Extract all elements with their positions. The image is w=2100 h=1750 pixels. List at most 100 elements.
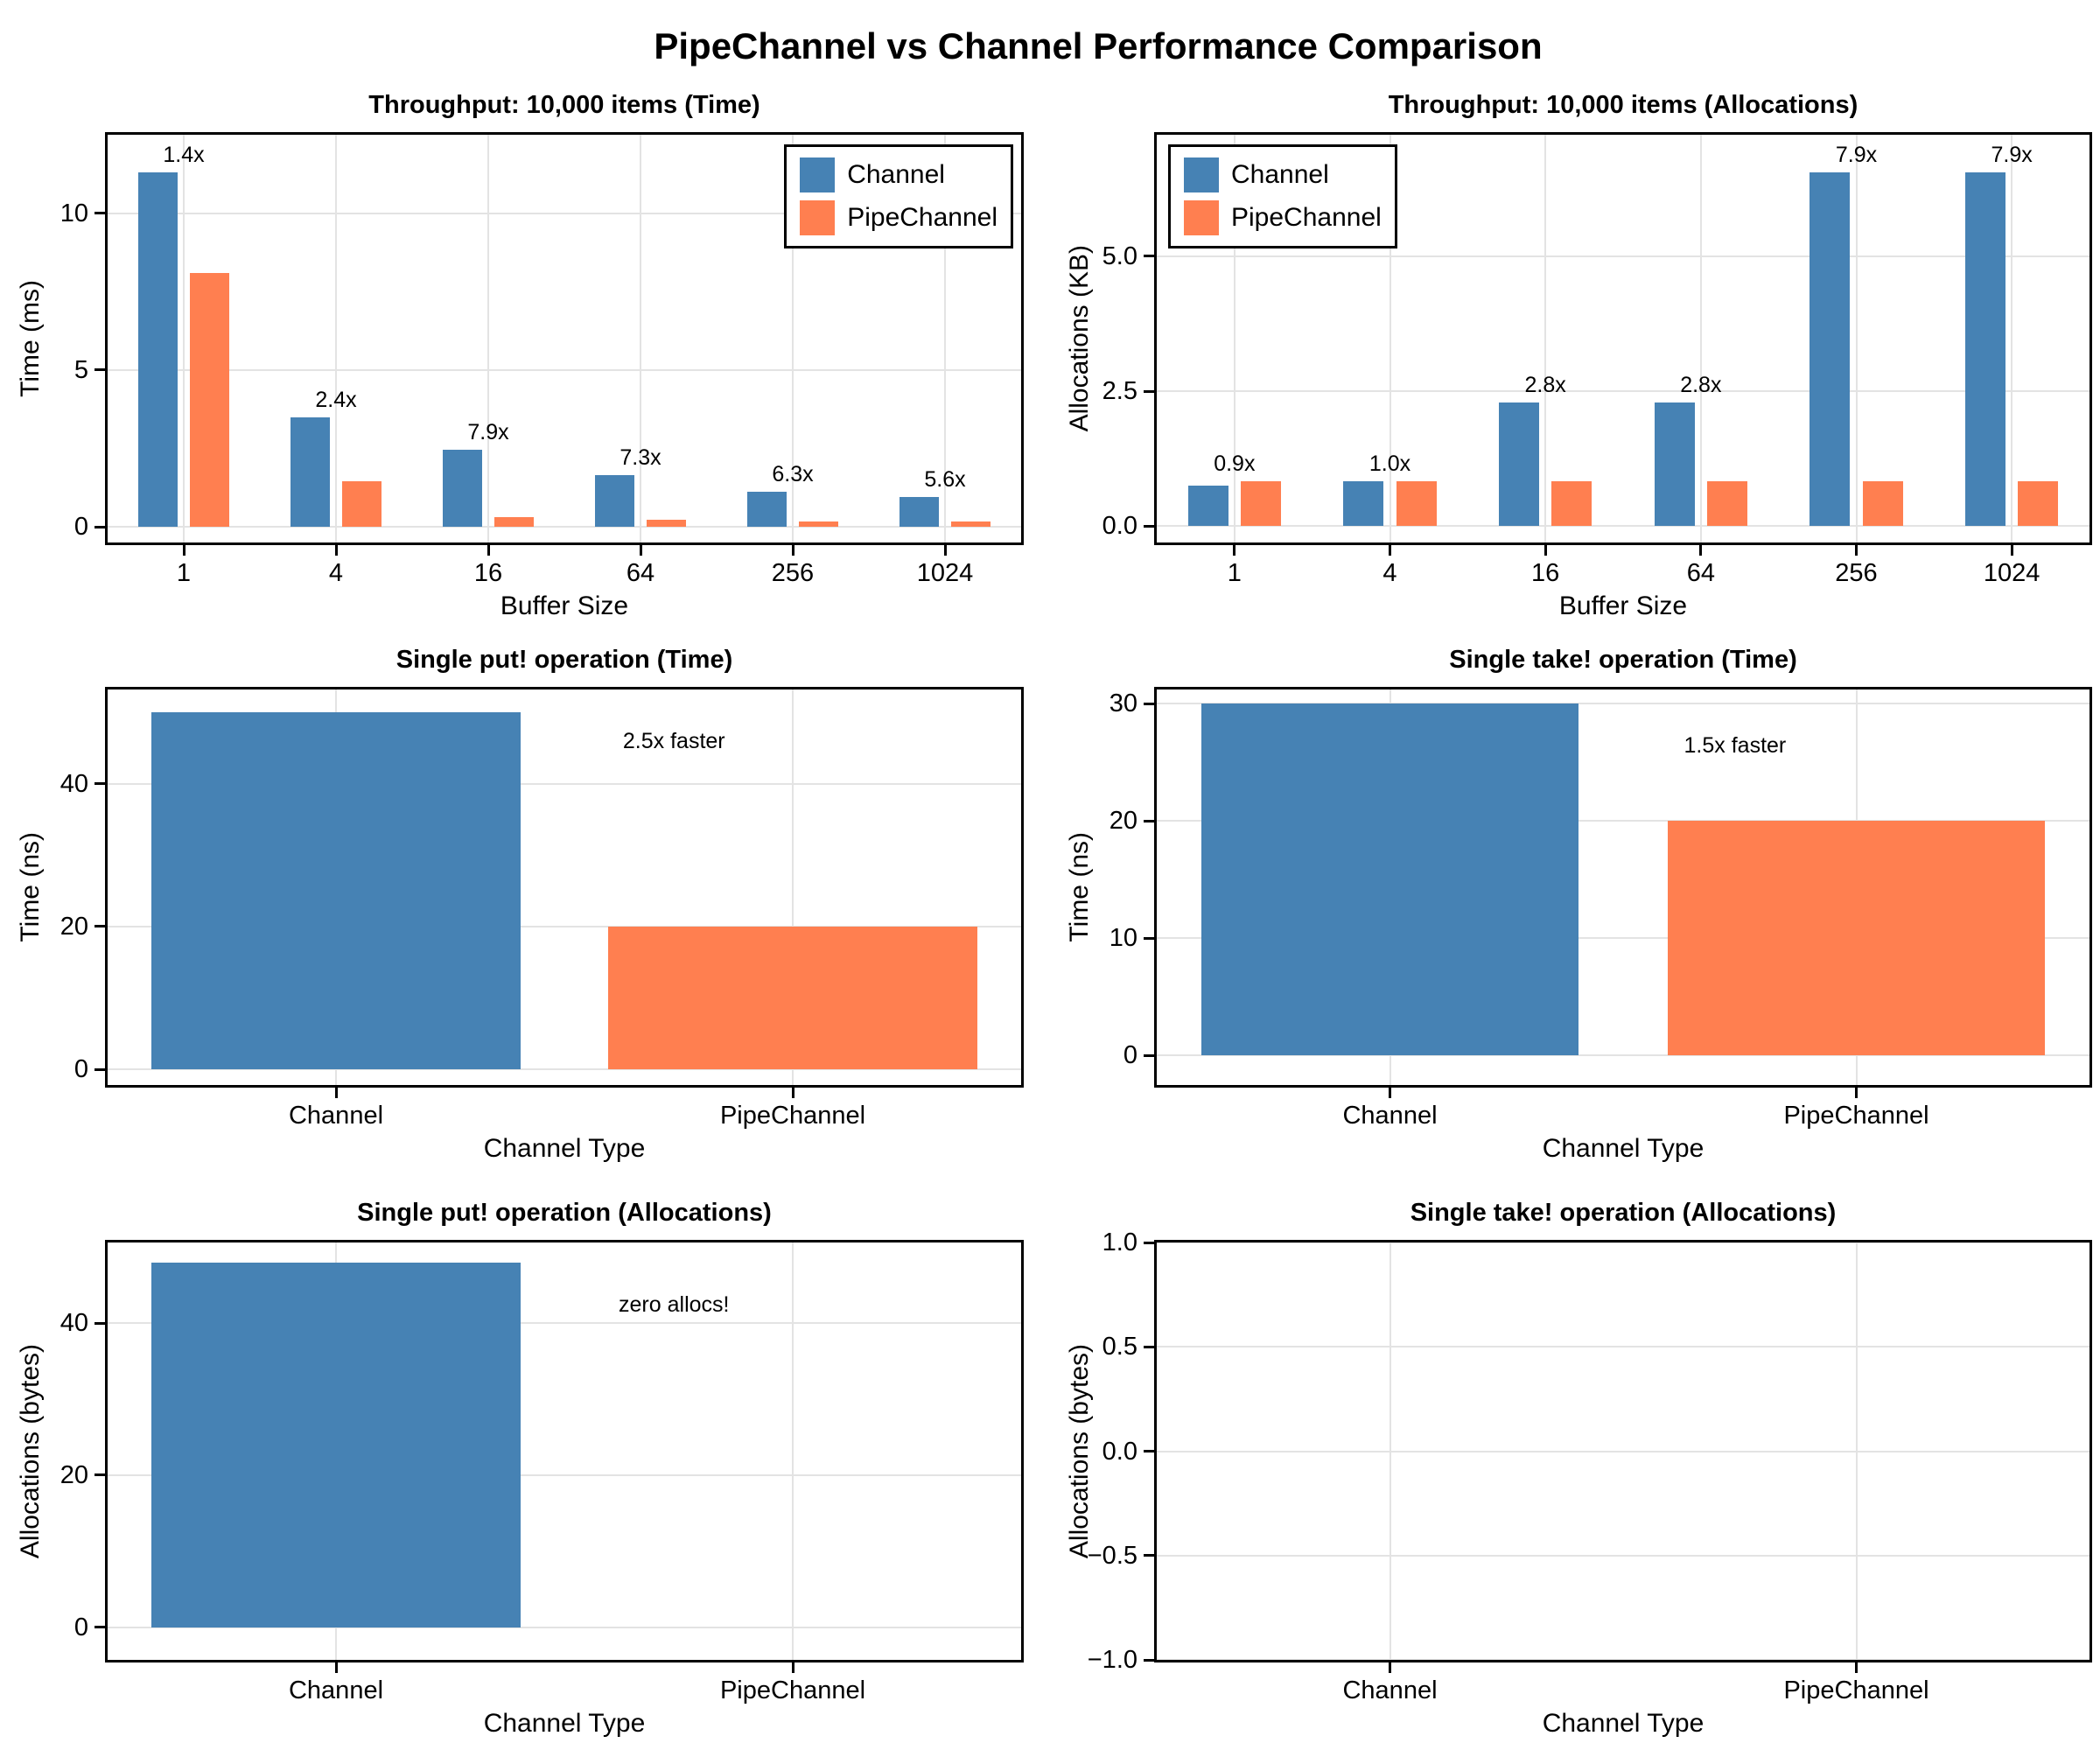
subplot-put-time: Single put! operation (Time) 2.5x faster 0…	[16, 646, 1024, 1163]
y-axis-title-text: Allocations (KB)	[1065, 245, 1094, 432]
speedup-annotation: 0.9x	[1214, 452, 1256, 477]
x-tickmark	[1855, 1662, 1858, 1673]
bar-channel-16	[442, 450, 483, 528]
horizontal-gridline	[108, 1626, 1021, 1628]
speedup-annotation: 7.9x	[1991, 143, 2033, 168]
bar-channel-1024	[899, 497, 940, 528]
y-axis-title-text: Time (ns)	[1065, 832, 1094, 942]
y-axis-title-text: Time (ns)	[16, 832, 45, 942]
bottom-spine	[105, 542, 1024, 545]
y-tick-label: 20	[1109, 807, 1138, 836]
horizontal-gridline	[1157, 525, 2090, 528]
x-tick-label: Channel	[288, 1102, 384, 1130]
speedup-annotation: 7.3x	[620, 444, 662, 470]
horizontal-gridline	[1157, 1346, 2090, 1348]
vertical-gridline	[183, 135, 185, 542]
x-tickmark	[334, 1088, 338, 1098]
bar-channel-1	[1187, 485, 1228, 527]
y-axis-title: Allocations (KB)	[1064, 135, 1096, 542]
top-spine	[1154, 132, 2092, 135]
legend-swatch-pipechannel	[1184, 200, 1219, 235]
x-tick-label: 1024	[916, 559, 974, 587]
legend-label-channel: Channel	[847, 160, 945, 189]
y-tickmark	[94, 925, 105, 928]
legend-entry-pipechannel: PipeChannel	[800, 200, 998, 235]
legend-entry-pipechannel: PipeChannel	[1184, 200, 1382, 235]
y-tickmark	[1144, 1345, 1154, 1348]
y-axis-title: Allocations (bytes)	[15, 1242, 46, 1660]
y-axis-title-text: Allocations (bytes)	[1065, 1343, 1094, 1559]
horizontal-gridline	[1157, 937, 2090, 940]
y-tick-label: 0	[74, 1613, 88, 1642]
legend: Channel PipeChannel	[1168, 144, 1397, 248]
subplot-throughput-time: Throughput: 10,000 items (Time) 1.4x 2.4x 7…	[16, 91, 1024, 620]
x-tick-label: PipeChannel	[719, 1102, 866, 1130]
horizontal-gridline	[1157, 1242, 2090, 1243]
bar-channel-256	[1810, 172, 1851, 527]
x-tick-label: 64	[626, 559, 655, 587]
y-tickmark	[94, 1626, 105, 1629]
bar-pipechannel-256	[1862, 481, 1903, 527]
y-tick-label: 20	[60, 912, 88, 941]
subplot-take-time: Single take! operation (Time) 1.5x faster…	[1065, 646, 2092, 1163]
y-tickmark	[1144, 1241, 1154, 1244]
legend-entry-channel: Channel	[1184, 158, 1382, 192]
y-tick-label: −1.0	[1087, 1646, 1138, 1674]
y-tickmark	[1144, 1450, 1154, 1452]
x-tick-label: Channel	[1342, 1102, 1438, 1130]
x-tickmark	[791, 1088, 794, 1098]
x-tick-label: 1	[176, 559, 192, 587]
speedup-annotation: 1.4x	[163, 143, 205, 167]
bottom-spine	[1154, 1660, 2092, 1662]
vertical-gridline	[335, 135, 337, 542]
speedup-annotation: 2.8x	[1680, 372, 1722, 397]
x-tickmark	[486, 545, 490, 556]
y-tick-label: 0	[74, 1055, 88, 1084]
y-axis-title: Time (ns)	[1064, 690, 1096, 1085]
x-tickmark	[1389, 1662, 1391, 1673]
horizontal-gridline	[108, 1068, 1021, 1071]
y-axis-title-text: Time (ms)	[16, 280, 45, 397]
vertical-gridline	[2011, 135, 2013, 542]
right-spine	[2090, 687, 2092, 1088]
right-spine	[2090, 132, 2092, 545]
top-spine	[105, 687, 1024, 690]
x-tickmark	[334, 545, 338, 556]
x-tick-label: PipeChannel	[719, 1676, 866, 1704]
x-axis-title: Buffer Size	[1558, 592, 1688, 620]
right-spine	[1021, 687, 1024, 1088]
horizontal-gridline	[108, 212, 1021, 214]
y-tickmark	[1144, 1658, 1154, 1662]
y-tickmark	[1144, 389, 1154, 393]
top-spine	[1154, 1240, 2092, 1242]
vertical-gridline	[792, 690, 794, 1085]
y-tickmark	[1144, 819, 1154, 822]
bar-pipechannel-64	[646, 520, 687, 528]
x-tick-label: 1024	[1983, 559, 2040, 587]
vertical-gridline	[1855, 135, 1858, 542]
subplot-take-allocations: Single take! operation (Allocations) −1.0…	[1065, 1199, 2092, 1738]
y-tick-label: 40	[60, 769, 88, 798]
subplot-throughput-allocations: Throughput: 10,000 items (Allocations) 0.…	[1065, 91, 2092, 620]
x-tick-label: 256	[771, 559, 815, 587]
subplot-title: Throughput: 10,000 items (Time)	[368, 91, 760, 119]
bar-pipechannel-16	[1551, 481, 1592, 527]
vertical-gridline	[792, 135, 794, 542]
bar-channel-1024	[1964, 172, 2006, 527]
speedup-annotation: 1.0x	[1368, 451, 1411, 476]
vertical-gridline	[944, 135, 946, 542]
x-tick-label: 1	[1227, 559, 1242, 587]
top-spine	[105, 132, 1024, 135]
x-tick-label: PipeChannel	[1783, 1676, 1929, 1704]
y-tickmark	[94, 368, 105, 372]
y-tickmark	[1144, 702, 1154, 705]
y-tickmark	[94, 782, 105, 786]
x-axis-title: Channel Type	[1542, 1134, 1704, 1163]
left-spine	[105, 1240, 108, 1662]
bar-channel-4	[290, 416, 331, 528]
y-axis-title: Allocations (bytes)	[1064, 1242, 1096, 1660]
bar-channel-64	[594, 474, 635, 528]
subplot-title: Single put! operation (Allocations)	[357, 1199, 772, 1227]
bar-channel-16	[1498, 402, 1540, 527]
vertical-gridline	[640, 135, 641, 542]
